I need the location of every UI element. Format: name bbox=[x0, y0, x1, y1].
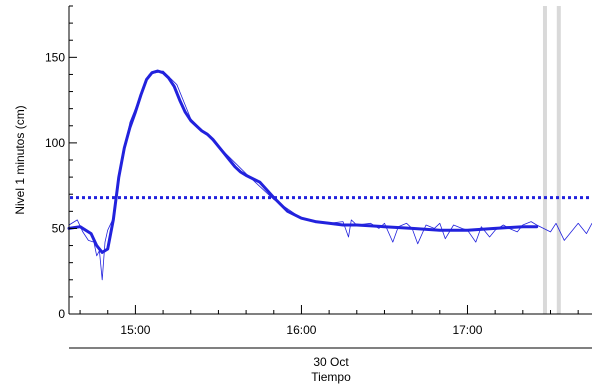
y-ticks: 0 50 100 150 bbox=[45, 5, 77, 321]
y-tick-label-100: 100 bbox=[45, 136, 65, 150]
x-tick-label-1700: 17:00 bbox=[452, 323, 482, 337]
axes bbox=[68, 6, 592, 349]
y-axis-title: Nivel 1 minutos (cm) bbox=[13, 105, 27, 214]
x-axis-date-label: 30 Oct bbox=[313, 355, 349, 369]
gap-band-layer bbox=[542, 6, 561, 314]
x-ticks: 15:00 16:00 17:00 bbox=[79, 305, 579, 337]
series-raw-line bbox=[68, 70, 592, 281]
data-gap-band-2 bbox=[556, 6, 561, 314]
series-smoothed-line bbox=[67, 69, 539, 254]
x-tick-label-1500: 15:00 bbox=[120, 323, 150, 337]
x-tick-label-1600: 16:00 bbox=[286, 323, 316, 337]
y-tick-label-150: 150 bbox=[45, 50, 65, 64]
y-tick-label-0: 0 bbox=[58, 307, 65, 321]
x-axis-title: Tiempo bbox=[311, 370, 351, 384]
series-layer bbox=[67, 69, 592, 281]
y-tick-label-50: 50 bbox=[52, 221, 66, 235]
data-gap-band-1 bbox=[542, 6, 547, 314]
